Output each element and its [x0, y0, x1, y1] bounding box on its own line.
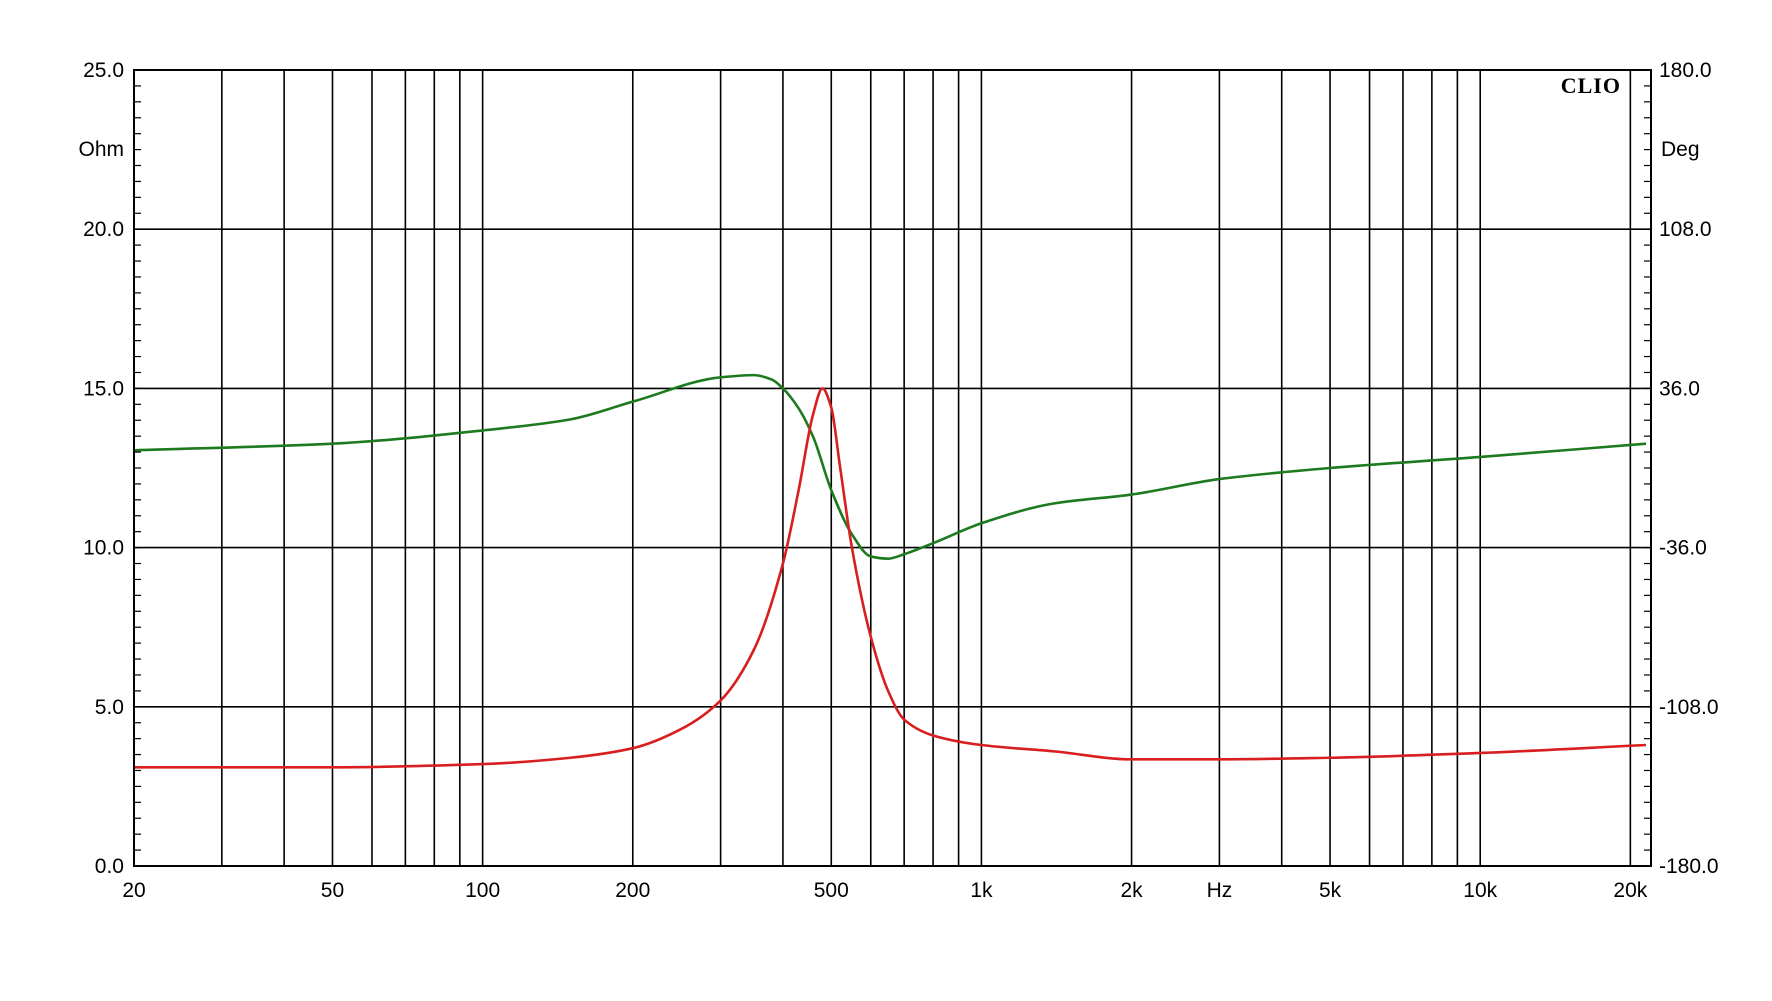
- x-unit-label: Hz: [1207, 879, 1233, 902]
- impedance-curve: [133, 387, 1647, 769]
- y-left-unit-label: Ohm: [78, 138, 124, 161]
- y-right-tick-label: -36.0: [1659, 537, 1707, 560]
- x-tick-label: 10k: [1463, 879, 1497, 902]
- y-left-tick-label: 20.0: [83, 218, 124, 241]
- x-tick-label: 5k: [1319, 879, 1342, 902]
- x-tick-label: 1k: [970, 879, 993, 902]
- y-left-tick-labels: 0.0 5.0 10.0 15.0 20.0 25.0: [83, 59, 124, 878]
- y-right-tick-label: 180.0: [1659, 59, 1712, 82]
- x-tick-label: 2k: [1120, 879, 1143, 902]
- y-left-tick-label: 10.0: [83, 537, 124, 560]
- x-tick-label: 100: [465, 879, 500, 902]
- y-right-tick-labels: -180.0 -108.0 -36.0 36.0 108.0 180.0: [1659, 59, 1719, 878]
- y-left-tick-label: 5.0: [95, 696, 124, 719]
- x-tick-label: 20: [122, 879, 145, 902]
- x-tick-labels: 20 50 100 200 500 1k 2k 5k 10k 20k: [122, 879, 1647, 902]
- x-tick-label: 200: [615, 879, 650, 902]
- phase-curve: [133, 373, 1647, 560]
- grid: [134, 70, 1651, 866]
- x-tick-label: 50: [321, 879, 344, 902]
- series-layer: [133, 373, 1647, 769]
- y-left-tick-label: 15.0: [83, 377, 124, 400]
- y-right-unit-label: Deg: [1661, 138, 1700, 161]
- y-right-tick-label: -108.0: [1659, 696, 1719, 719]
- y-right-tick-label: 108.0: [1659, 218, 1712, 241]
- plot-frame: [133, 69, 1652, 867]
- y-left-tick-label: 0.0: [95, 855, 124, 878]
- clio-brand-label: CLIO: [1561, 73, 1621, 98]
- y-left-tick-label: 25.0: [83, 59, 124, 82]
- y-right-tick-label: 36.0: [1659, 377, 1700, 400]
- y-right-tick-label: -180.0: [1659, 855, 1719, 878]
- x-tick-label: 500: [814, 879, 849, 902]
- x-tick-label: 20k: [1613, 879, 1647, 902]
